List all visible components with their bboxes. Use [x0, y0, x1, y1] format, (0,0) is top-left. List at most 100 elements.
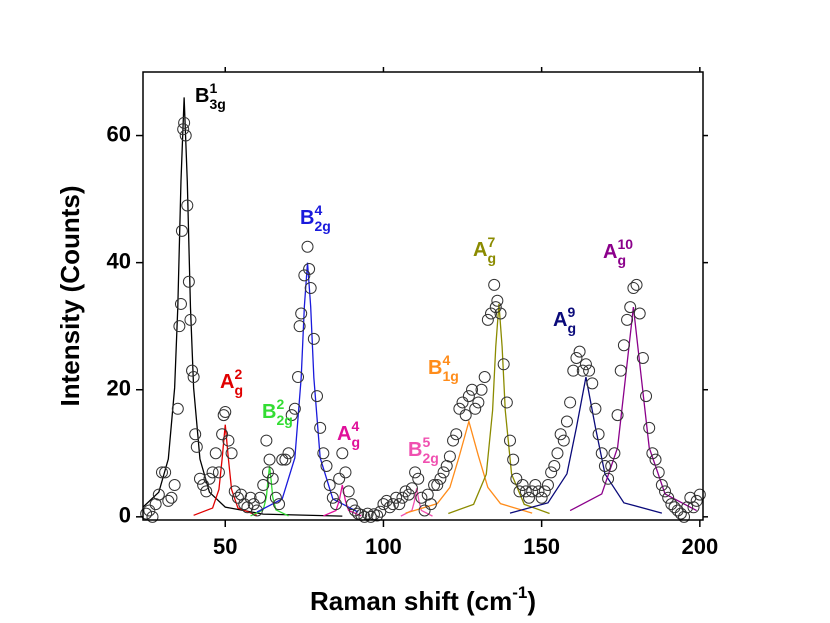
peak-label-base: A	[603, 241, 617, 263]
data-point	[182, 275, 195, 288]
peak-label-base: B	[428, 357, 442, 379]
data-point	[646, 447, 659, 460]
peak-label-base: A	[473, 239, 487, 261]
peak-label-base: B	[300, 207, 314, 229]
data-point	[175, 224, 188, 237]
data-point	[326, 491, 339, 504]
data-point	[203, 472, 216, 485]
data-point	[186, 364, 199, 377]
fit-curve	[142, 97, 343, 517]
peak-label-sup: 1	[209, 80, 217, 96]
data-point	[329, 498, 342, 511]
data-point	[323, 479, 336, 492]
data-point	[377, 498, 390, 511]
data-point	[339, 466, 352, 479]
data-point	[687, 501, 700, 514]
data-point	[475, 383, 488, 396]
peak-label-sub: g	[487, 250, 496, 266]
data-point	[447, 434, 460, 447]
data-point	[276, 453, 289, 466]
data-point	[254, 491, 267, 504]
data-point	[358, 510, 371, 523]
data-point	[630, 278, 643, 291]
data-point	[586, 377, 599, 390]
fit-curve	[509, 376, 663, 514]
data-point	[303, 262, 316, 275]
data-point	[405, 482, 418, 495]
data-point	[627, 282, 640, 295]
data-point	[526, 485, 539, 498]
data-point	[415, 491, 428, 504]
y-tick-label: 20	[107, 376, 131, 401]
fit-curve	[323, 484, 362, 517]
data-point	[345, 498, 358, 511]
data-point	[228, 485, 241, 498]
peak-label-sup: 4	[314, 202, 322, 218]
x-tick-label: 200	[681, 534, 718, 559]
data-point	[238, 498, 251, 511]
peak-label: A4 g	[337, 418, 360, 450]
data-point	[165, 491, 178, 504]
data-point	[342, 485, 355, 498]
data-point	[247, 498, 260, 511]
data-point	[693, 488, 706, 501]
peak-label: A7 g	[473, 234, 496, 266]
y-axis-label: Intensity (Counts)	[55, 186, 85, 407]
data-point	[459, 409, 472, 422]
peak-label-sub: g	[617, 252, 626, 268]
data-point	[541, 479, 554, 492]
fit-curve	[448, 303, 550, 515]
y-tick-label: 40	[107, 248, 131, 273]
data-point	[320, 459, 333, 472]
x-tick-label: 150	[523, 534, 560, 559]
data-point	[159, 466, 172, 479]
data-point	[292, 371, 305, 384]
peak-label: B5 2g	[408, 434, 439, 466]
data-point	[567, 364, 580, 377]
data-point	[222, 434, 235, 447]
data-point	[513, 485, 526, 498]
peak-label: B2 2g	[262, 396, 293, 428]
data-point	[443, 450, 456, 463]
data-point	[424, 498, 437, 511]
x-axis-label-text: Raman shift (cm	[310, 586, 512, 616]
peak-label-sup: 4	[442, 352, 450, 368]
data-point	[532, 485, 545, 498]
data-point	[466, 383, 479, 396]
data-point	[361, 507, 374, 520]
peak-label-sup: 7	[487, 234, 495, 250]
data-point	[570, 351, 583, 364]
data-point	[261, 466, 274, 479]
peak-label-sub: g	[567, 320, 576, 336]
data-point	[155, 466, 168, 479]
x-tick-label: 100	[365, 534, 402, 559]
data-point	[488, 278, 501, 291]
data-point	[450, 428, 463, 441]
data-point	[402, 488, 415, 501]
data-point	[655, 479, 668, 492]
data-point	[177, 123, 190, 136]
data-point	[551, 447, 564, 460]
peak-label: B4 2g	[300, 202, 331, 234]
data-point	[522, 491, 535, 504]
data-point	[301, 240, 314, 253]
data-point	[279, 453, 292, 466]
data-point	[314, 421, 327, 434]
data-point	[554, 428, 567, 441]
data-point	[298, 269, 311, 282]
data-point	[399, 485, 412, 498]
data-point	[668, 501, 681, 514]
data-point	[621, 313, 634, 326]
data-point	[250, 504, 263, 517]
data-point	[469, 402, 482, 415]
fit-curve	[250, 465, 289, 517]
data-point	[200, 485, 213, 498]
peak-label-base: B	[195, 85, 209, 107]
data-point	[209, 447, 222, 460]
data-point	[140, 507, 153, 520]
data-point	[336, 447, 349, 460]
data-point	[576, 364, 589, 377]
data-point	[633, 307, 646, 320]
data-point	[348, 504, 361, 517]
data-point	[649, 453, 662, 466]
